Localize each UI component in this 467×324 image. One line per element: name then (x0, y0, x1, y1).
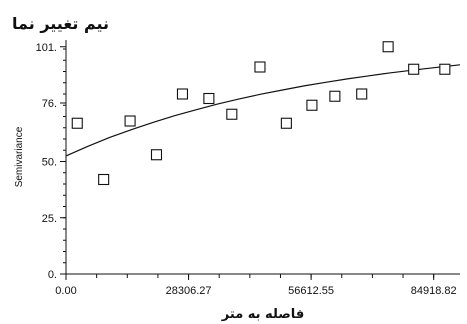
y-axis-label: Semivariance (14, 126, 25, 187)
x-tick-label: 56612.55 (288, 285, 334, 297)
data-point (329, 90, 341, 102)
y-tick-label: 50. (42, 157, 57, 169)
data-point (176, 88, 189, 100)
data-point (382, 41, 394, 53)
data-point (306, 99, 318, 111)
x-axis-ticks: 0.00 28306.27 56612.55 84918.82 (55, 274, 457, 297)
data-point (356, 88, 368, 100)
data-point (150, 149, 163, 161)
x-tick-label: 28306.27 (166, 285, 212, 297)
y-tick-label: 76. (42, 98, 57, 110)
x-tick-label: 0.00 (55, 285, 76, 297)
y-tick-label: 25. (42, 213, 57, 225)
data-point (226, 108, 238, 120)
fitted-model-curve (65, 64, 461, 157)
data-point (203, 92, 215, 105)
data-point (254, 61, 266, 73)
data-point (71, 117, 83, 129)
y-tick-label: 101. (36, 42, 57, 54)
axes (65, 40, 460, 275)
y-axis-ticks: 0. 25. 50. 76. 101. (36, 42, 66, 281)
chart-title: نیم تغییر نما (12, 14, 109, 33)
x-tick-label: 84918.82 (411, 285, 457, 297)
data-point (408, 63, 420, 75)
data-point (439, 63, 451, 75)
data-point (98, 173, 110, 186)
data-point (280, 117, 292, 129)
data-points (71, 41, 451, 186)
y-tick-label: 0. (48, 269, 57, 281)
data-point (124, 115, 136, 127)
x-axis-label: فاصله به متر (221, 307, 304, 322)
